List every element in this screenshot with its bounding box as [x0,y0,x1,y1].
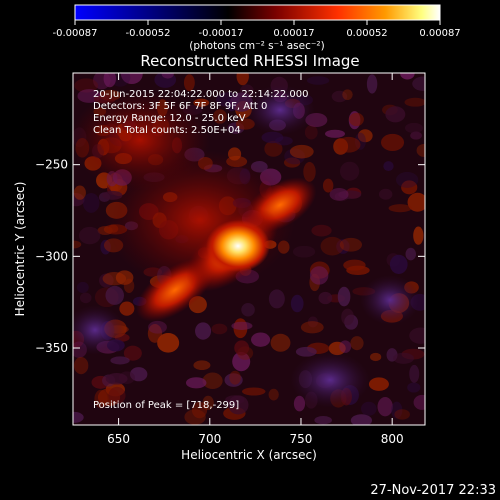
x-tick-label: 750 [290,432,313,446]
colorbar-tick-label: -0.00017 [199,28,244,39]
info-block: 20-Jun-2015 22:04:22.000 to 22:14:22.000… [93,89,309,136]
peak-position-label: Position of Peak = [718,-299] [93,400,239,411]
info-line-time: 20-Jun-2015 22:04:22.000 to 22:14:22.000 [93,89,309,100]
y-axis-label: Heliocentric Y (arcsec) [13,182,27,317]
info-line-energy: Energy Range: 12.0 - 25.0 keV [93,113,246,124]
rhessi-image [73,73,425,425]
colorbar-tick-label: 0.00052 [346,28,387,39]
info-line-detectors: Detectors: 3F 5F 6F 7F 8F 9F, Att 0 [93,101,267,112]
x-tick-label: 650 [107,432,130,446]
colorbar [75,5,440,20]
colorbar-unit-label: (photons cm⁻² s⁻¹ asec⁻²) [189,40,324,52]
y-axis-ticks: −250 −300 −350 [35,158,425,355]
x-axis-ticks: 650 700 750 800 [107,73,404,446]
plot-title: Reconstructed RHESSI Image [140,52,359,70]
info-line-clean: Clean Total counts: 2.50E+04 [93,125,241,136]
colorbar-tick-label: 0.00087 [419,28,460,39]
footer-timestamp: 27-Nov-2017 22:33 [370,483,496,498]
colorbar-tick-label: -0.00087 [53,28,98,39]
image-frame [72,72,426,426]
colorbar-tick-label: -0.00052 [126,28,171,39]
y-tick-label: −300 [35,249,68,263]
x-tick-label: 800 [381,432,404,446]
colorbar-tick-label: 0.00017 [273,28,314,39]
y-tick-label: −250 [35,158,68,172]
y-tick-label: −350 [35,341,68,355]
colorbar-ticks: -0.00087 -0.00052 -0.00017 0.00017 0.00052 0.… [53,20,461,39]
x-tick-label: 700 [198,432,221,446]
x-axis-label: Heliocentric X (arcsec) [181,448,317,462]
